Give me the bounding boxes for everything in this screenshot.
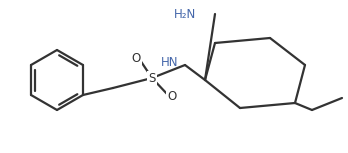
Text: HN: HN (160, 56, 178, 69)
Text: O: O (167, 91, 177, 103)
Text: H₂N: H₂N (174, 7, 196, 21)
Text: S: S (148, 71, 156, 84)
Text: O: O (132, 52, 141, 65)
